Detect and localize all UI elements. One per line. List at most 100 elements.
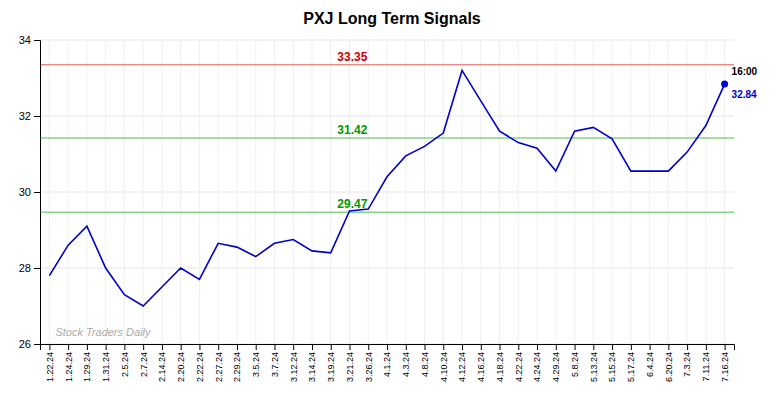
tick-label: 4.10.24 [439, 352, 449, 382]
tick-label: 2.22.24 [195, 352, 205, 382]
grid-line [555, 40, 556, 344]
y-tick: 34 [19, 34, 40, 46]
grid-line [274, 40, 275, 344]
x-tick: 5.17.24 [626, 344, 636, 382]
tick-mark [631, 344, 632, 350]
tick-label: 3.19.24 [326, 352, 336, 382]
tick-label: 34 [19, 34, 31, 46]
grid-line [330, 40, 331, 344]
tick-label: 4.29.24 [551, 352, 561, 382]
grid-line [480, 40, 481, 344]
plot: 26283032341.22.241.24.241.29.241.31.242.… [19, 34, 758, 382]
grid-line [649, 40, 650, 344]
x-tick: 6.4.24 [645, 344, 655, 377]
tick-label: 2.5.24 [120, 352, 130, 377]
x-tick: 2.29.24 [232, 344, 242, 382]
x-tick: 4.24.24 [532, 344, 542, 382]
tick-mark [34, 268, 40, 269]
tick-label: 4.12.24 [457, 352, 467, 382]
tick-label: 7.11.24 [701, 352, 711, 381]
x-tick: 2.14.24 [157, 344, 167, 382]
grid-line [68, 40, 69, 344]
tick-label: 3.14.24 [307, 352, 317, 382]
grid-line [387, 40, 388, 344]
x-tick: 4.18.24 [495, 344, 505, 382]
grid-line [537, 40, 538, 344]
tick-label: 3.5.24 [251, 352, 261, 377]
tick-mark [537, 344, 538, 350]
y-tick: 28 [19, 262, 40, 274]
x-tick: 4.16.24 [476, 344, 486, 382]
chart: PXJ Long Term Signals26283032341.22.241.… [0, 0, 784, 398]
grid-line [499, 40, 500, 344]
grid-line [705, 40, 706, 344]
grid-line [462, 40, 463, 344]
reference-label: 29.47 [337, 197, 367, 211]
tick-mark [68, 344, 69, 350]
grid-line [86, 40, 87, 344]
tick-mark [331, 344, 332, 350]
grid-line [124, 40, 125, 344]
x-tick: 3.26.24 [364, 344, 374, 382]
tick-label: 2.14.24 [157, 352, 167, 382]
axis-line [34, 41, 41, 345]
tick-label: 4.24.24 [532, 352, 542, 382]
grid [40, 40, 734, 344]
tick-label: 4.1.24 [382, 352, 392, 377]
x-tick: 2.27.24 [214, 344, 224, 382]
tick-mark [293, 344, 294, 350]
tick-mark [49, 344, 50, 350]
x-tick: 7.3.24 [682, 344, 692, 377]
x-tick: 1.29.24 [82, 344, 92, 382]
tick-mark [425, 344, 426, 350]
tick-mark [87, 344, 88, 350]
x-axis: 1.22.241.24.241.29.241.31.242.5.242.7.24… [41, 344, 735, 382]
tick-label: 7.16.24 [720, 352, 730, 382]
tick-label: 1.24.24 [64, 352, 74, 382]
marks [40, 65, 734, 306]
tick-mark [612, 344, 613, 350]
reference-line [40, 64, 734, 66]
tick-label: 5.15.24 [607, 352, 617, 382]
y-tick: 26 [19, 338, 40, 350]
tick-mark [34, 40, 40, 41]
tick-label: 6.20.24 [664, 352, 674, 382]
grid-line [668, 40, 669, 344]
grid-line [349, 40, 350, 344]
grid-line [424, 40, 425, 344]
tick-mark [593, 344, 594, 350]
tick-label: 3.12.24 [289, 352, 299, 382]
last-point [721, 81, 728, 88]
tick-mark [256, 344, 257, 350]
tick-mark [481, 344, 482, 350]
tick-mark [349, 344, 350, 350]
tick-mark [725, 344, 726, 350]
grid-line [574, 40, 575, 344]
x-tick: 4.1.24 [382, 344, 392, 377]
x-tick: 4.8.24 [420, 344, 430, 377]
tick-mark [274, 344, 275, 350]
grid-line [105, 40, 106, 344]
grid-line [218, 40, 219, 344]
y-tick: 32 [19, 110, 40, 122]
tick-label: 32 [19, 110, 31, 122]
grid-line [236, 40, 237, 344]
tick-mark [34, 192, 40, 193]
watermark: Stock Traders Daily [55, 326, 152, 338]
tick-mark [162, 344, 163, 350]
reference-line [40, 137, 734, 139]
tick-label: 1.22.24 [45, 352, 55, 382]
tick-mark [124, 344, 125, 350]
grid-line [630, 40, 631, 344]
tick-label: 3.21.24 [345, 352, 355, 382]
tick-label: 4.18.24 [495, 352, 505, 382]
x-tick: 3.7.24 [270, 344, 280, 377]
tick-label: 1.31.24 [101, 352, 111, 382]
x-tick: 2.22.24 [195, 344, 205, 382]
y-axis: 2628303234 [19, 34, 41, 350]
tick-label: 3.26.24 [364, 352, 374, 382]
tick-label: 2.29.24 [232, 352, 242, 382]
tick-mark [199, 344, 200, 350]
grid-line [593, 40, 594, 344]
x-tick: 3.19.24 [326, 344, 336, 382]
